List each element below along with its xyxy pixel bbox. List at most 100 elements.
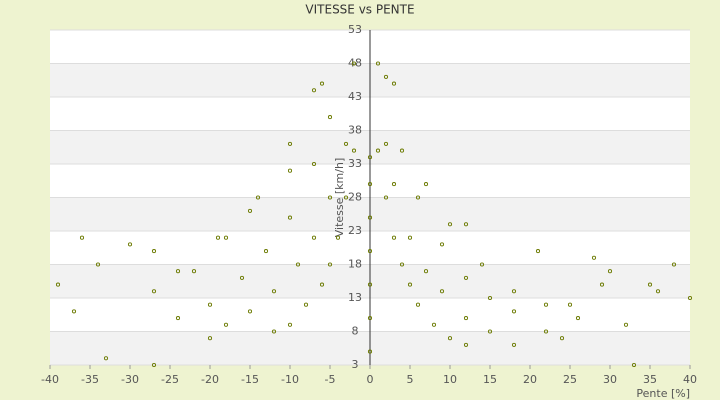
point xyxy=(367,215,373,220)
x-tick-label: -35 xyxy=(81,373,99,386)
point xyxy=(151,362,157,368)
point xyxy=(311,88,317,93)
point xyxy=(367,182,373,187)
point xyxy=(599,282,605,287)
point xyxy=(543,302,549,307)
x-tick-label: 20 xyxy=(523,373,537,386)
point xyxy=(343,195,349,200)
x-tick-label: 0 xyxy=(367,373,374,386)
y-tick-label: 8 xyxy=(352,325,359,338)
point xyxy=(415,195,421,200)
y-axis-label: Vitesse [km/h] xyxy=(333,158,346,238)
point xyxy=(375,61,381,66)
x-tick-label: 40 xyxy=(683,373,697,386)
point xyxy=(463,316,469,321)
point xyxy=(487,295,493,301)
point xyxy=(311,235,317,240)
point xyxy=(367,316,373,321)
x-tick-label: -10 xyxy=(281,373,299,386)
point xyxy=(247,208,253,213)
point xyxy=(151,289,157,294)
point xyxy=(95,262,101,267)
point xyxy=(175,316,181,321)
point xyxy=(287,168,293,173)
point xyxy=(367,155,373,160)
point xyxy=(591,255,597,260)
x-tick-label: -30 xyxy=(121,373,139,386)
point xyxy=(407,282,413,287)
point xyxy=(487,329,493,334)
x-tick-label: -25 xyxy=(161,373,179,386)
point xyxy=(439,289,445,294)
point xyxy=(391,81,397,86)
y-tick-label: 53 xyxy=(348,23,362,36)
point xyxy=(567,302,573,307)
point xyxy=(287,215,293,220)
point xyxy=(447,336,453,341)
y-tick-label: 38 xyxy=(348,124,362,137)
x-tick-label: 10 xyxy=(443,373,457,386)
x-axis-label: Pente [%] xyxy=(636,387,690,400)
point xyxy=(463,342,469,347)
x-tick-label: -15 xyxy=(241,373,259,386)
point xyxy=(103,356,109,361)
y-tick-label: 33 xyxy=(348,157,362,170)
point xyxy=(343,141,349,146)
y-tick-label: 13 xyxy=(348,291,362,304)
point xyxy=(303,302,309,307)
point xyxy=(335,235,341,240)
point xyxy=(383,74,389,79)
point xyxy=(511,289,517,294)
point xyxy=(367,349,373,354)
point xyxy=(559,336,565,341)
point xyxy=(383,141,389,146)
x-tick-label: 25 xyxy=(563,373,577,386)
point xyxy=(535,249,541,254)
point xyxy=(263,249,269,254)
point xyxy=(319,81,325,86)
x-tick-label: -20 xyxy=(201,373,219,386)
x-tick-label: 15 xyxy=(483,373,497,386)
point xyxy=(511,342,517,347)
point xyxy=(447,222,453,227)
point xyxy=(479,262,485,267)
point xyxy=(327,115,333,120)
point xyxy=(415,302,421,307)
point xyxy=(191,269,197,274)
point xyxy=(647,282,653,287)
point xyxy=(423,269,429,274)
point xyxy=(351,148,357,153)
point xyxy=(327,262,333,267)
y-tick-label: 23 xyxy=(348,224,362,237)
point xyxy=(55,282,61,287)
point xyxy=(431,322,437,327)
point xyxy=(671,262,677,267)
point xyxy=(463,222,469,227)
x-tick-label: -40 xyxy=(41,373,59,386)
point xyxy=(255,195,261,200)
point xyxy=(391,182,397,187)
point xyxy=(631,362,637,368)
point xyxy=(351,61,357,66)
point xyxy=(439,242,445,247)
point xyxy=(175,269,181,274)
point xyxy=(367,282,373,287)
point xyxy=(511,309,517,314)
y-tick-label: 28 xyxy=(348,191,362,204)
point xyxy=(463,275,469,280)
point xyxy=(399,148,405,153)
chart-title: VITESSE vs PENTE xyxy=(305,3,414,17)
y-tick-label: 48 xyxy=(348,57,362,70)
point xyxy=(607,269,613,274)
x-tick-label: 35 xyxy=(643,373,657,386)
point xyxy=(223,322,229,327)
point xyxy=(295,262,301,267)
y-tick-label: 18 xyxy=(348,258,362,271)
point xyxy=(223,235,229,240)
point xyxy=(655,289,661,294)
point xyxy=(543,329,549,334)
x-tick-label: 5 xyxy=(407,373,414,386)
point xyxy=(423,182,429,187)
y-tick-label: 43 xyxy=(348,90,362,103)
